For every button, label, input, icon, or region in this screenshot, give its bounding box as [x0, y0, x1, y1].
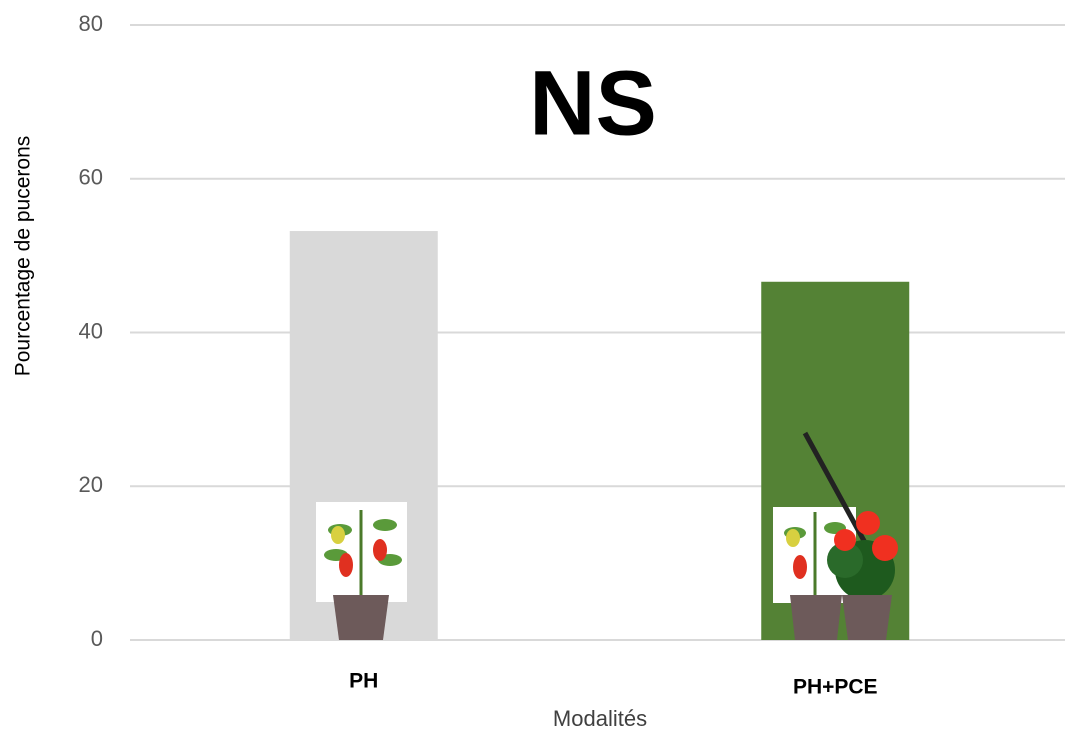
y-tick-label: 40 [79, 318, 103, 343]
plant-icons [316, 431, 898, 640]
x-axis-label: Modalités [553, 706, 647, 731]
y-tick-label: 0 [91, 626, 103, 651]
y-axis-label: Pourcentage de pucerons [12, 136, 35, 377]
y-tick-label: 80 [79, 11, 103, 36]
y-tick-label: 60 [79, 165, 103, 190]
x-tick-label: PH+PCE [793, 676, 878, 699]
x-tick-label: PH [349, 670, 378, 693]
y-tick-label: 20 [79, 472, 103, 497]
annotation: NS [529, 52, 657, 154]
